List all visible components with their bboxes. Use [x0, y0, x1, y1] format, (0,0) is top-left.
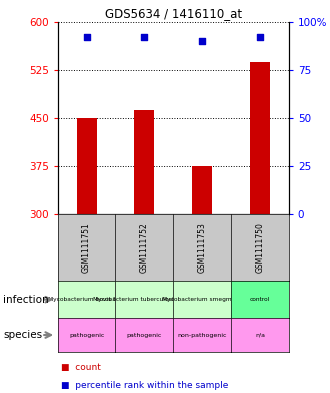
Bar [77, 118, 97, 214]
Point [199, 38, 205, 44]
Text: pathogenic: pathogenic [127, 332, 162, 338]
Text: control: control [250, 297, 270, 302]
Bar [134, 110, 154, 214]
Text: Mycobacterium tuberculosis H37ra: Mycobacterium tuberculosis H37ra [93, 297, 196, 302]
Text: GSM1111751: GSM1111751 [82, 222, 91, 273]
Point [257, 34, 263, 40]
Text: Mycobacterium smegmatis: Mycobacterium smegmatis [162, 297, 242, 302]
Text: ■  percentile rank within the sample: ■ percentile rank within the sample [61, 381, 228, 389]
Point [84, 34, 89, 40]
Bar [192, 166, 212, 214]
Text: n/a: n/a [255, 332, 265, 338]
Text: ■  count: ■ count [61, 363, 101, 372]
Text: pathogenic: pathogenic [69, 332, 104, 338]
Text: GSM1111750: GSM1111750 [255, 222, 264, 273]
Point [142, 34, 147, 40]
Text: GSM1111753: GSM1111753 [198, 222, 207, 273]
Text: infection: infection [3, 295, 49, 305]
Text: GSM1111752: GSM1111752 [140, 222, 149, 273]
Text: non-pathogenic: non-pathogenic [177, 332, 227, 338]
Text: species: species [3, 330, 43, 340]
Bar [250, 62, 270, 214]
Title: GDS5634 / 1416110_at: GDS5634 / 1416110_at [105, 7, 242, 20]
Text: Mycobacterium bovis BCG: Mycobacterium bovis BCG [48, 297, 125, 302]
